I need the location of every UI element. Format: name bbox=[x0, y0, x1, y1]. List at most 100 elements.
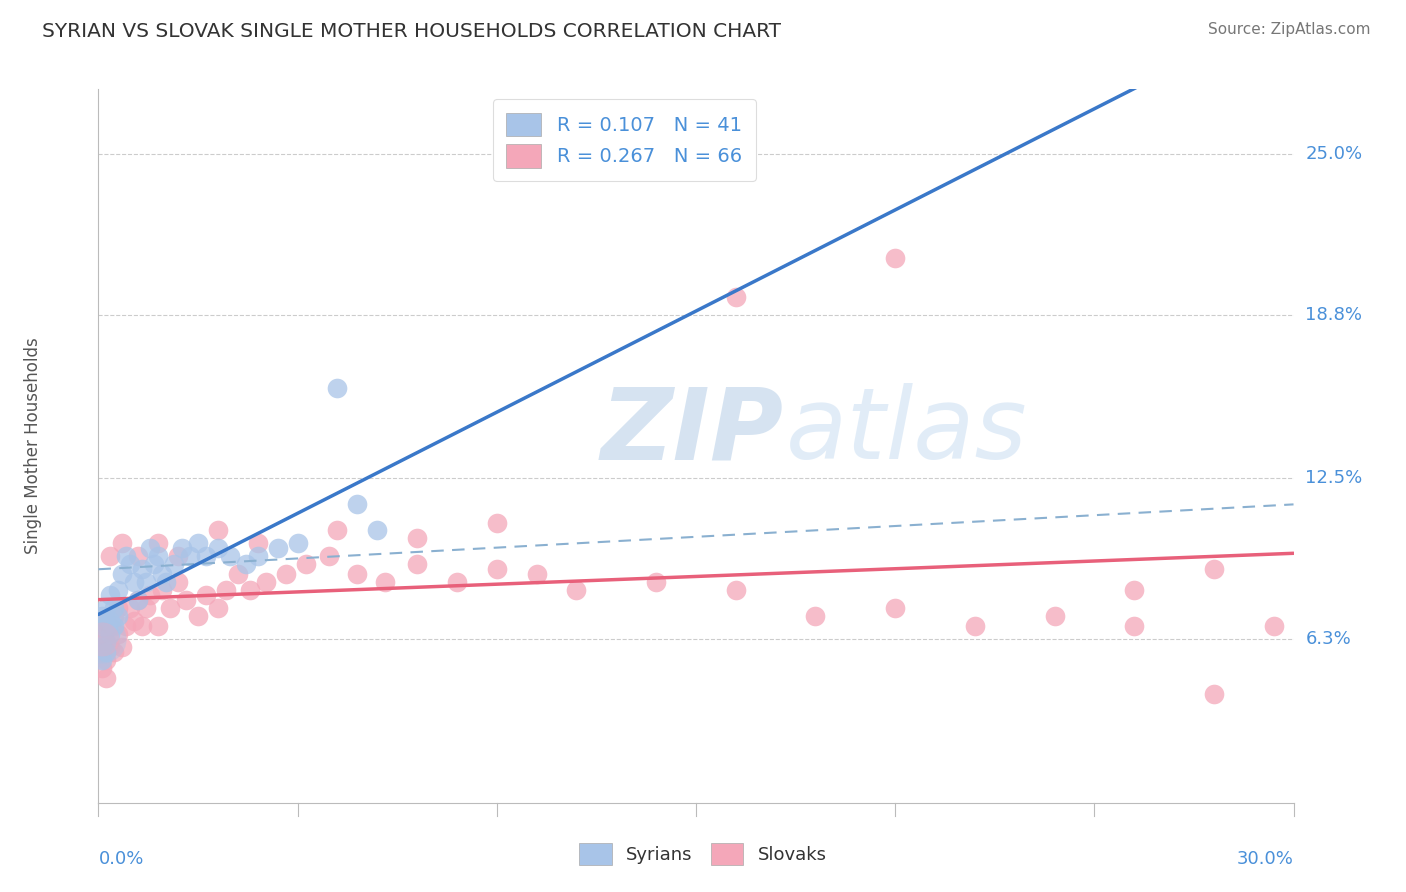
Point bbox=[318, 549, 340, 564]
Point bbox=[167, 575, 190, 590]
Point bbox=[187, 536, 209, 550]
Point bbox=[115, 549, 138, 564]
Point bbox=[254, 575, 277, 590]
Point bbox=[267, 541, 290, 556]
Point bbox=[239, 582, 262, 597]
Point bbox=[96, 653, 118, 667]
Point bbox=[127, 549, 149, 564]
Point bbox=[446, 575, 468, 590]
Point bbox=[526, 567, 548, 582]
Point bbox=[226, 567, 249, 582]
Point bbox=[406, 557, 429, 571]
Point bbox=[103, 609, 125, 624]
Point bbox=[294, 557, 316, 571]
Point bbox=[103, 601, 125, 615]
Point bbox=[246, 549, 269, 564]
Point bbox=[103, 619, 125, 633]
Text: 6.3%: 6.3% bbox=[1306, 631, 1351, 648]
Point bbox=[346, 497, 368, 511]
Point bbox=[1043, 609, 1066, 624]
Text: Source: ZipAtlas.com: Source: ZipAtlas.com bbox=[1208, 22, 1371, 37]
Point bbox=[127, 593, 149, 607]
Point bbox=[107, 609, 129, 624]
Point bbox=[172, 541, 194, 556]
Point bbox=[91, 627, 114, 641]
Point bbox=[131, 619, 153, 633]
Legend: R = 0.107   N = 41, R = 0.267   N = 66: R = 0.107 N = 41, R = 0.267 N = 66 bbox=[494, 99, 755, 181]
Point bbox=[155, 575, 177, 590]
Point bbox=[98, 549, 122, 564]
Point bbox=[131, 562, 153, 576]
Point bbox=[115, 619, 138, 633]
Point bbox=[804, 609, 827, 624]
Point bbox=[1263, 619, 1285, 633]
Point bbox=[1123, 619, 1146, 633]
Point bbox=[127, 593, 149, 607]
Point bbox=[374, 575, 396, 590]
Point bbox=[107, 627, 129, 641]
Point bbox=[96, 601, 118, 615]
Point bbox=[111, 640, 134, 654]
Point bbox=[96, 619, 118, 633]
Point bbox=[91, 619, 114, 633]
Point bbox=[724, 290, 747, 304]
Point bbox=[98, 627, 122, 641]
Point bbox=[124, 575, 146, 590]
Point bbox=[120, 557, 142, 571]
Point bbox=[406, 531, 429, 545]
Point bbox=[884, 601, 907, 615]
Text: 12.5%: 12.5% bbox=[1306, 469, 1362, 487]
Point bbox=[326, 524, 349, 538]
Point bbox=[174, 593, 197, 607]
Point bbox=[1202, 687, 1225, 701]
Point bbox=[91, 632, 114, 647]
Point bbox=[195, 549, 218, 564]
Point bbox=[485, 516, 508, 530]
Point bbox=[1123, 582, 1146, 597]
Point bbox=[963, 619, 986, 633]
Point bbox=[187, 609, 209, 624]
Point bbox=[235, 557, 257, 571]
Text: 25.0%: 25.0% bbox=[1306, 145, 1362, 163]
Point bbox=[163, 557, 186, 571]
Point bbox=[274, 567, 297, 582]
Point bbox=[98, 614, 122, 628]
Text: atlas: atlas bbox=[786, 384, 1028, 480]
Point bbox=[139, 541, 162, 556]
Legend: Syrians, Slovaks: Syrians, Slovaks bbox=[571, 834, 835, 874]
Point bbox=[287, 536, 309, 550]
Point bbox=[565, 582, 588, 597]
Point bbox=[91, 653, 114, 667]
Point bbox=[326, 381, 349, 395]
Text: ZIP: ZIP bbox=[600, 384, 783, 480]
Point bbox=[207, 601, 229, 615]
Point bbox=[103, 645, 125, 659]
Point bbox=[91, 645, 114, 659]
Point bbox=[111, 536, 134, 550]
Point bbox=[135, 601, 157, 615]
Point bbox=[179, 549, 201, 564]
Point bbox=[148, 536, 170, 550]
Point bbox=[150, 582, 173, 597]
Point bbox=[207, 524, 229, 538]
Point bbox=[135, 575, 157, 590]
Text: 0.0%: 0.0% bbox=[98, 849, 143, 868]
Point bbox=[159, 601, 181, 615]
Point bbox=[107, 601, 129, 615]
Point bbox=[96, 645, 118, 659]
Point bbox=[98, 640, 122, 654]
Point bbox=[645, 575, 668, 590]
Point bbox=[195, 588, 218, 602]
Point bbox=[346, 567, 368, 582]
Point bbox=[219, 549, 242, 564]
Point bbox=[724, 582, 747, 597]
Point bbox=[91, 609, 114, 624]
Point bbox=[215, 582, 238, 597]
Point bbox=[120, 601, 142, 615]
Point bbox=[96, 635, 118, 649]
Point bbox=[148, 619, 170, 633]
Point bbox=[150, 567, 173, 582]
Point bbox=[1202, 562, 1225, 576]
Point bbox=[96, 671, 118, 685]
Text: 30.0%: 30.0% bbox=[1237, 849, 1294, 868]
